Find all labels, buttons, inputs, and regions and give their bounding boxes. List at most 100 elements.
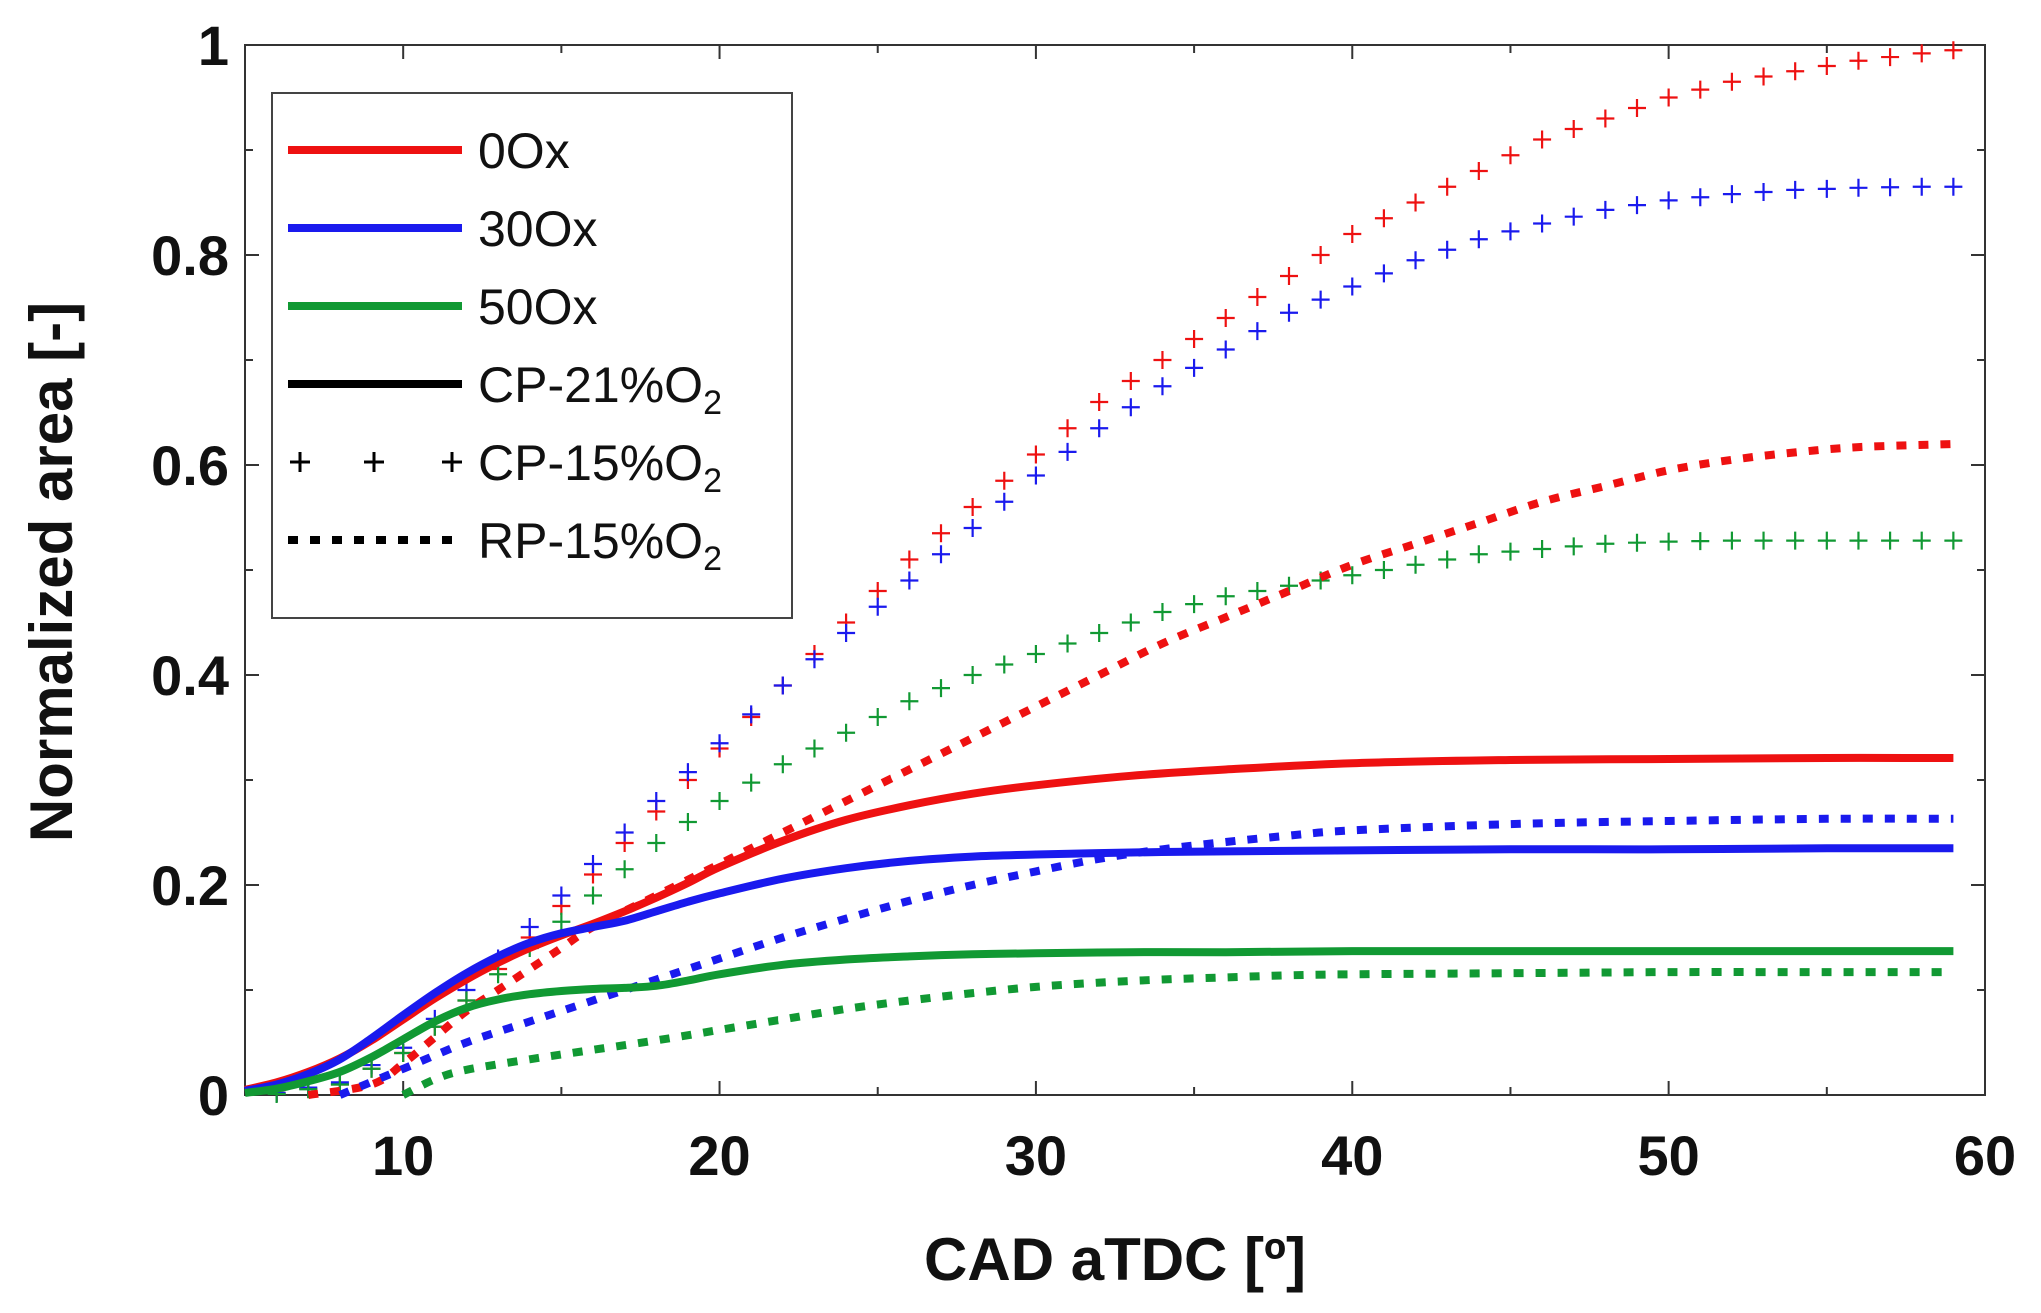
data-point [1722, 72, 1741, 91]
data-point [1691, 188, 1710, 207]
data-point [615, 860, 634, 879]
data-point [1216, 587, 1235, 606]
data-point [647, 834, 666, 852]
legend-item: RP-15%O2 [288, 513, 722, 578]
y-tick-label: 1 [198, 14, 229, 77]
data-point [1058, 419, 1077, 438]
data-point [1343, 277, 1362, 296]
series-0ox-rp-15-o2 [307, 440, 1954, 1099]
data-point [710, 734, 729, 753]
data-point [1564, 537, 1583, 556]
data-point [1691, 80, 1710, 99]
data-point [362, 1059, 381, 1078]
x-tick-label: 40 [1321, 1124, 1383, 1187]
legend-box [271, 92, 793, 619]
y-tick-label: 0 [198, 1064, 229, 1127]
data-point [1406, 251, 1425, 270]
data-point [1090, 393, 1109, 411]
data-point [1944, 41, 1963, 60]
x-tick-label: 10 [372, 1124, 434, 1187]
data-point [678, 813, 697, 831]
data-point [837, 624, 856, 642]
data-point [1533, 130, 1552, 149]
y-tick-label: 0.4 [151, 644, 229, 707]
data-point [1786, 531, 1805, 550]
legend-item: 30Ox [288, 201, 598, 257]
data-point [1026, 645, 1045, 663]
data-point [1185, 358, 1204, 377]
data-point [1786, 180, 1805, 199]
data-point [1628, 99, 1646, 117]
data-point [1090, 624, 1109, 642]
legend-item: CP-15%O2 [290, 435, 722, 500]
data-point [1248, 288, 1267, 306]
data-point [678, 763, 697, 782]
data-point [1280, 303, 1298, 322]
data-point [1912, 531, 1931, 550]
data-point [1564, 207, 1583, 226]
data-point [710, 792, 729, 810]
data-point [584, 886, 602, 905]
data-point [1374, 209, 1393, 228]
data-point [1754, 67, 1773, 86]
data-point [1722, 185, 1741, 204]
data-point [1533, 540, 1552, 558]
data-point [805, 739, 824, 758]
legend-item: 50Ox [288, 279, 598, 335]
data-point [773, 676, 792, 695]
data-point [1406, 193, 1425, 212]
data-point [1090, 419, 1109, 438]
legend: 0Ox 30Ox 50Ox CP-21%O2 CP-15%O2 RP-15%O2 [271, 92, 793, 619]
legend-label: RP-15%O2 [478, 513, 722, 578]
data-point [1374, 561, 1393, 579]
x-axis: 10 20 30 40 50 60 [244, 45, 2016, 1187]
data-point [584, 855, 602, 873]
data-point [647, 792, 666, 810]
data-point [1944, 177, 1963, 196]
series-layer [244, 41, 1963, 1103]
data-point [1438, 177, 1457, 196]
data-point [1216, 309, 1235, 327]
data-point [1912, 44, 1931, 63]
data-point [1881, 531, 1900, 550]
data-point [1343, 566, 1362, 585]
data-point [1659, 88, 1678, 107]
data-point [1374, 264, 1393, 283]
data-point [868, 597, 887, 616]
data-point [963, 519, 982, 537]
data-point [1469, 230, 1488, 249]
data-point [963, 666, 982, 684]
data-point [1153, 377, 1172, 396]
x-tick-label: 50 [1637, 1124, 1699, 1187]
data-point [1343, 225, 1362, 243]
data-point [773, 755, 792, 774]
y-tick-label: 0.2 [151, 854, 229, 917]
x-axis-title: CAD aTDC [º] [924, 1226, 1306, 1293]
x-tick-label: 20 [688, 1124, 750, 1187]
data-point [995, 655, 1014, 674]
data-point [552, 886, 571, 905]
data-point [1849, 531, 1868, 550]
legend-item: 0Ox [288, 123, 570, 179]
data-point [1058, 442, 1077, 461]
legend-label: CP-21%O2 [478, 357, 722, 422]
data-point [1596, 200, 1615, 219]
series-line [307, 440, 1954, 1099]
data-point [1501, 222, 1520, 241]
data-point [805, 650, 824, 669]
data-point [1026, 445, 1045, 464]
data-point [1026, 466, 1045, 485]
series-30ox-rp-15-o2 [338, 814, 1954, 1099]
legend-swatch-plus [364, 452, 384, 472]
data-point [1406, 555, 1425, 574]
data-point [1121, 372, 1140, 390]
data-point [1691, 532, 1710, 551]
legend-item: CP-21%O2 [288, 357, 722, 422]
data-point [837, 723, 856, 742]
data-point [995, 492, 1014, 511]
data-point [1121, 398, 1140, 417]
y-axis: 0 0.2 0.4 0.6 0.8 1 [151, 14, 1985, 1127]
series-30ox-cp-21-o2 [244, 844, 1954, 1095]
y-axis-title: Normalized area [-] [18, 302, 85, 842]
data-point [1659, 532, 1678, 551]
